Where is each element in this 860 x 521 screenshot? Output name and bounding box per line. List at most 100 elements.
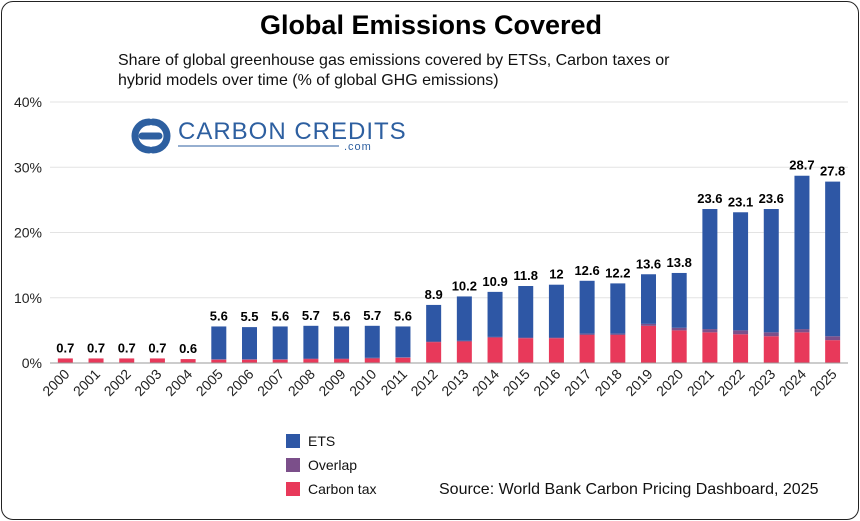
bar-overlap-2016 — [548, 337, 564, 339]
bar-overlap-2022 — [733, 330, 749, 335]
bar-ets-2009 — [334, 326, 350, 359]
value-label-2011: 5.6 — [394, 308, 412, 323]
bar-carbon-tax-2012 — [426, 342, 442, 363]
x-tick-label-2013: 2013 — [438, 366, 471, 399]
bar-carbon-tax-2008 — [303, 359, 319, 363]
bar-ets-2006 — [242, 327, 257, 360]
bar-overlap-2020 — [671, 327, 687, 331]
bar-carbon-tax-2015 — [518, 338, 534, 363]
bar-carbon-tax-2010 — [364, 358, 380, 363]
x-tick-label-2003: 2003 — [131, 366, 164, 399]
value-label-2008: 5.7 — [302, 308, 320, 323]
x-tick-label-2008: 2008 — [285, 366, 318, 399]
legend-swatch-overlap — [286, 458, 300, 472]
bar-carbon-tax-2002 — [119, 358, 135, 363]
bar-carbon-tax-2009 — [334, 359, 350, 363]
subtitle-line-1: Share of global greenhouse gas emissions… — [118, 52, 670, 69]
bar-carbon-tax-2014 — [487, 337, 503, 363]
bar-overlap-2018 — [610, 333, 626, 335]
y-axis: 0% 10% 20% 30% 40% — [14, 94, 848, 371]
chart-title: Global Emissions Covered — [259, 10, 603, 40]
y-tick-label: 0% — [22, 355, 42, 371]
bar-carbon-tax-2006 — [242, 359, 257, 363]
x-tick-label-2005: 2005 — [193, 366, 226, 399]
bar-overlap-2024 — [794, 329, 810, 333]
bar-carbon-tax-2016 — [548, 338, 564, 363]
bar-overlap-2014 — [487, 336, 503, 338]
bar-overlap-2021 — [702, 329, 718, 333]
bar-carbon-tax-2022 — [733, 334, 749, 363]
value-labels: 0.7 0.7 0.7 0.7 0.6 5.6 5.5 5.6 5.7 5.6 5.7 5.6 8.9 1… — [56, 158, 845, 356]
value-label-2025: 27.8 — [820, 164, 845, 179]
value-label-2004: 0.6 — [179, 341, 197, 356]
legend-label-overlap: Overlap — [308, 457, 357, 473]
x-tick-label-2006: 2006 — [223, 366, 256, 399]
x-tick-label-2023: 2023 — [745, 366, 778, 399]
bar-overlap-2008 — [303, 358, 319, 360]
bar-carbon-tax-2001 — [88, 358, 104, 363]
y-tick-label: 30% — [14, 159, 42, 175]
bar-ets-2023 — [763, 209, 779, 333]
value-label-2017: 12.6 — [574, 263, 599, 278]
x-tick-label-2010: 2010 — [346, 366, 379, 399]
x-tick-label-2007: 2007 — [254, 366, 287, 399]
bar-carbon-tax-2007 — [272, 359, 288, 363]
bar-overlap-2019 — [641, 323, 656, 326]
value-label-2023: 23.6 — [759, 191, 784, 206]
logo-domain: .com — [344, 141, 372, 153]
bar-ets-2019 — [641, 274, 656, 324]
bar-overlap-2010 — [364, 357, 380, 359]
bar-ets-2010 — [364, 325, 380, 358]
value-label-2003: 0.7 — [148, 340, 166, 355]
x-tick-label-2000: 2000 — [39, 366, 72, 399]
x-tick-label-2011: 2011 — [377, 366, 410, 399]
bar-ets-2011 — [395, 326, 411, 358]
logo-link-right — [149, 118, 171, 154]
x-tick-label-2024: 2024 — [776, 366, 809, 399]
value-label-2000: 0.7 — [56, 340, 74, 355]
bar-ets-2015 — [518, 286, 534, 338]
x-tick-label-2014: 2014 — [469, 366, 502, 399]
x-axis: 2000200120022003200420052006200720082009… — [39, 366, 840, 399]
value-label-2009: 5.6 — [333, 308, 351, 323]
x-tick-label-2001: 2001 — [70, 366, 103, 399]
bar-overlap-2007 — [272, 359, 288, 360]
bar-carbon-tax-2003 — [149, 358, 165, 363]
source-note: Source: World Bank Carbon Pricing Dashbo… — [439, 481, 819, 498]
bar-carbon-tax-2013 — [456, 341, 472, 363]
bar-ets-2021 — [702, 209, 718, 330]
bar-carbon-tax-2004 — [180, 359, 196, 363]
y-tick-label: 40% — [14, 94, 42, 110]
chart-subtitle: Share of global greenhouse gas emissions… — [118, 51, 718, 91]
x-tick-label-2017: 2017 — [561, 366, 594, 399]
x-tick-label-2021: 2021 — [684, 366, 717, 399]
bar-carbon-tax-2019 — [641, 325, 656, 363]
value-label-2019: 13.6 — [636, 256, 661, 271]
bar-ets-2014 — [487, 291, 503, 337]
bar-overlap-2011 — [395, 357, 411, 358]
value-label-2006: 5.5 — [240, 309, 258, 324]
x-tick-label-2019: 2019 — [622, 366, 655, 399]
subtitle-line-2: hybrid models over time (% of global GHG… — [118, 72, 499, 89]
x-tick-label-2002: 2002 — [101, 366, 134, 399]
bar-ets-2007 — [272, 326, 288, 360]
logo-link-left — [131, 118, 153, 154]
bar-ets-2017 — [579, 280, 595, 334]
legend: ETS Overlap Carbon tax — [286, 433, 376, 497]
bar-ets-2012 — [426, 304, 442, 342]
value-label-2005: 5.6 — [210, 308, 228, 323]
bar-overlap-2012 — [426, 341, 442, 343]
bars — [57, 175, 841, 363]
value-label-2014: 10.9 — [482, 274, 507, 289]
legend-swatch-carbon-tax — [286, 482, 300, 496]
legend-swatch-ets — [286, 434, 300, 448]
x-tick-label-2012: 2012 — [407, 366, 440, 399]
legend-label-ets: ETS — [308, 433, 335, 449]
x-tick-label-2004: 2004 — [162, 366, 195, 399]
bar-ets-2020 — [671, 272, 687, 328]
bar-carbon-tax-2017 — [579, 334, 595, 363]
bar-carbon-tax-2005 — [211, 359, 227, 363]
bar-overlap-2005 — [211, 359, 227, 360]
bar-carbon-tax-2011 — [395, 357, 411, 363]
